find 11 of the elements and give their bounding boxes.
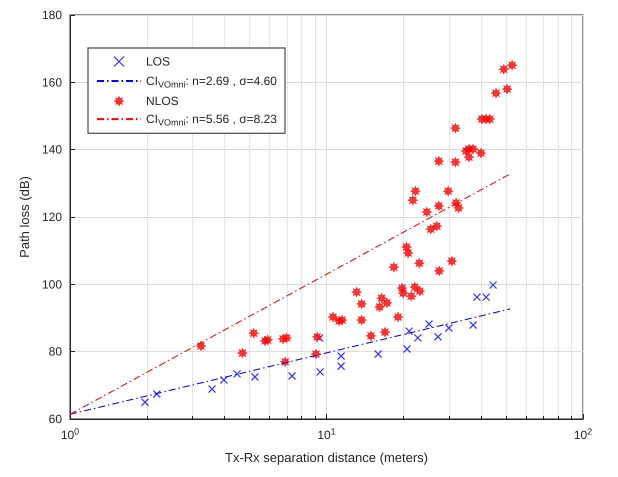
y-tick-label: 160 xyxy=(42,75,62,90)
legend-label: NLOS xyxy=(146,94,179,108)
y-tick-label: 120 xyxy=(42,210,62,224)
y-tick-label: 180 xyxy=(42,8,62,22)
y-tick-label: 60 xyxy=(48,412,62,426)
y-tick-label: 80 xyxy=(48,344,62,359)
x-axis-title: Tx-Rx separation distance (meters) xyxy=(224,450,428,465)
y-tick-label: 100 xyxy=(42,277,62,292)
y-tick-label: 140 xyxy=(42,142,62,157)
legend-label: LOS xyxy=(146,54,170,68)
y-axis-title: Path loss (dB) xyxy=(17,176,32,258)
